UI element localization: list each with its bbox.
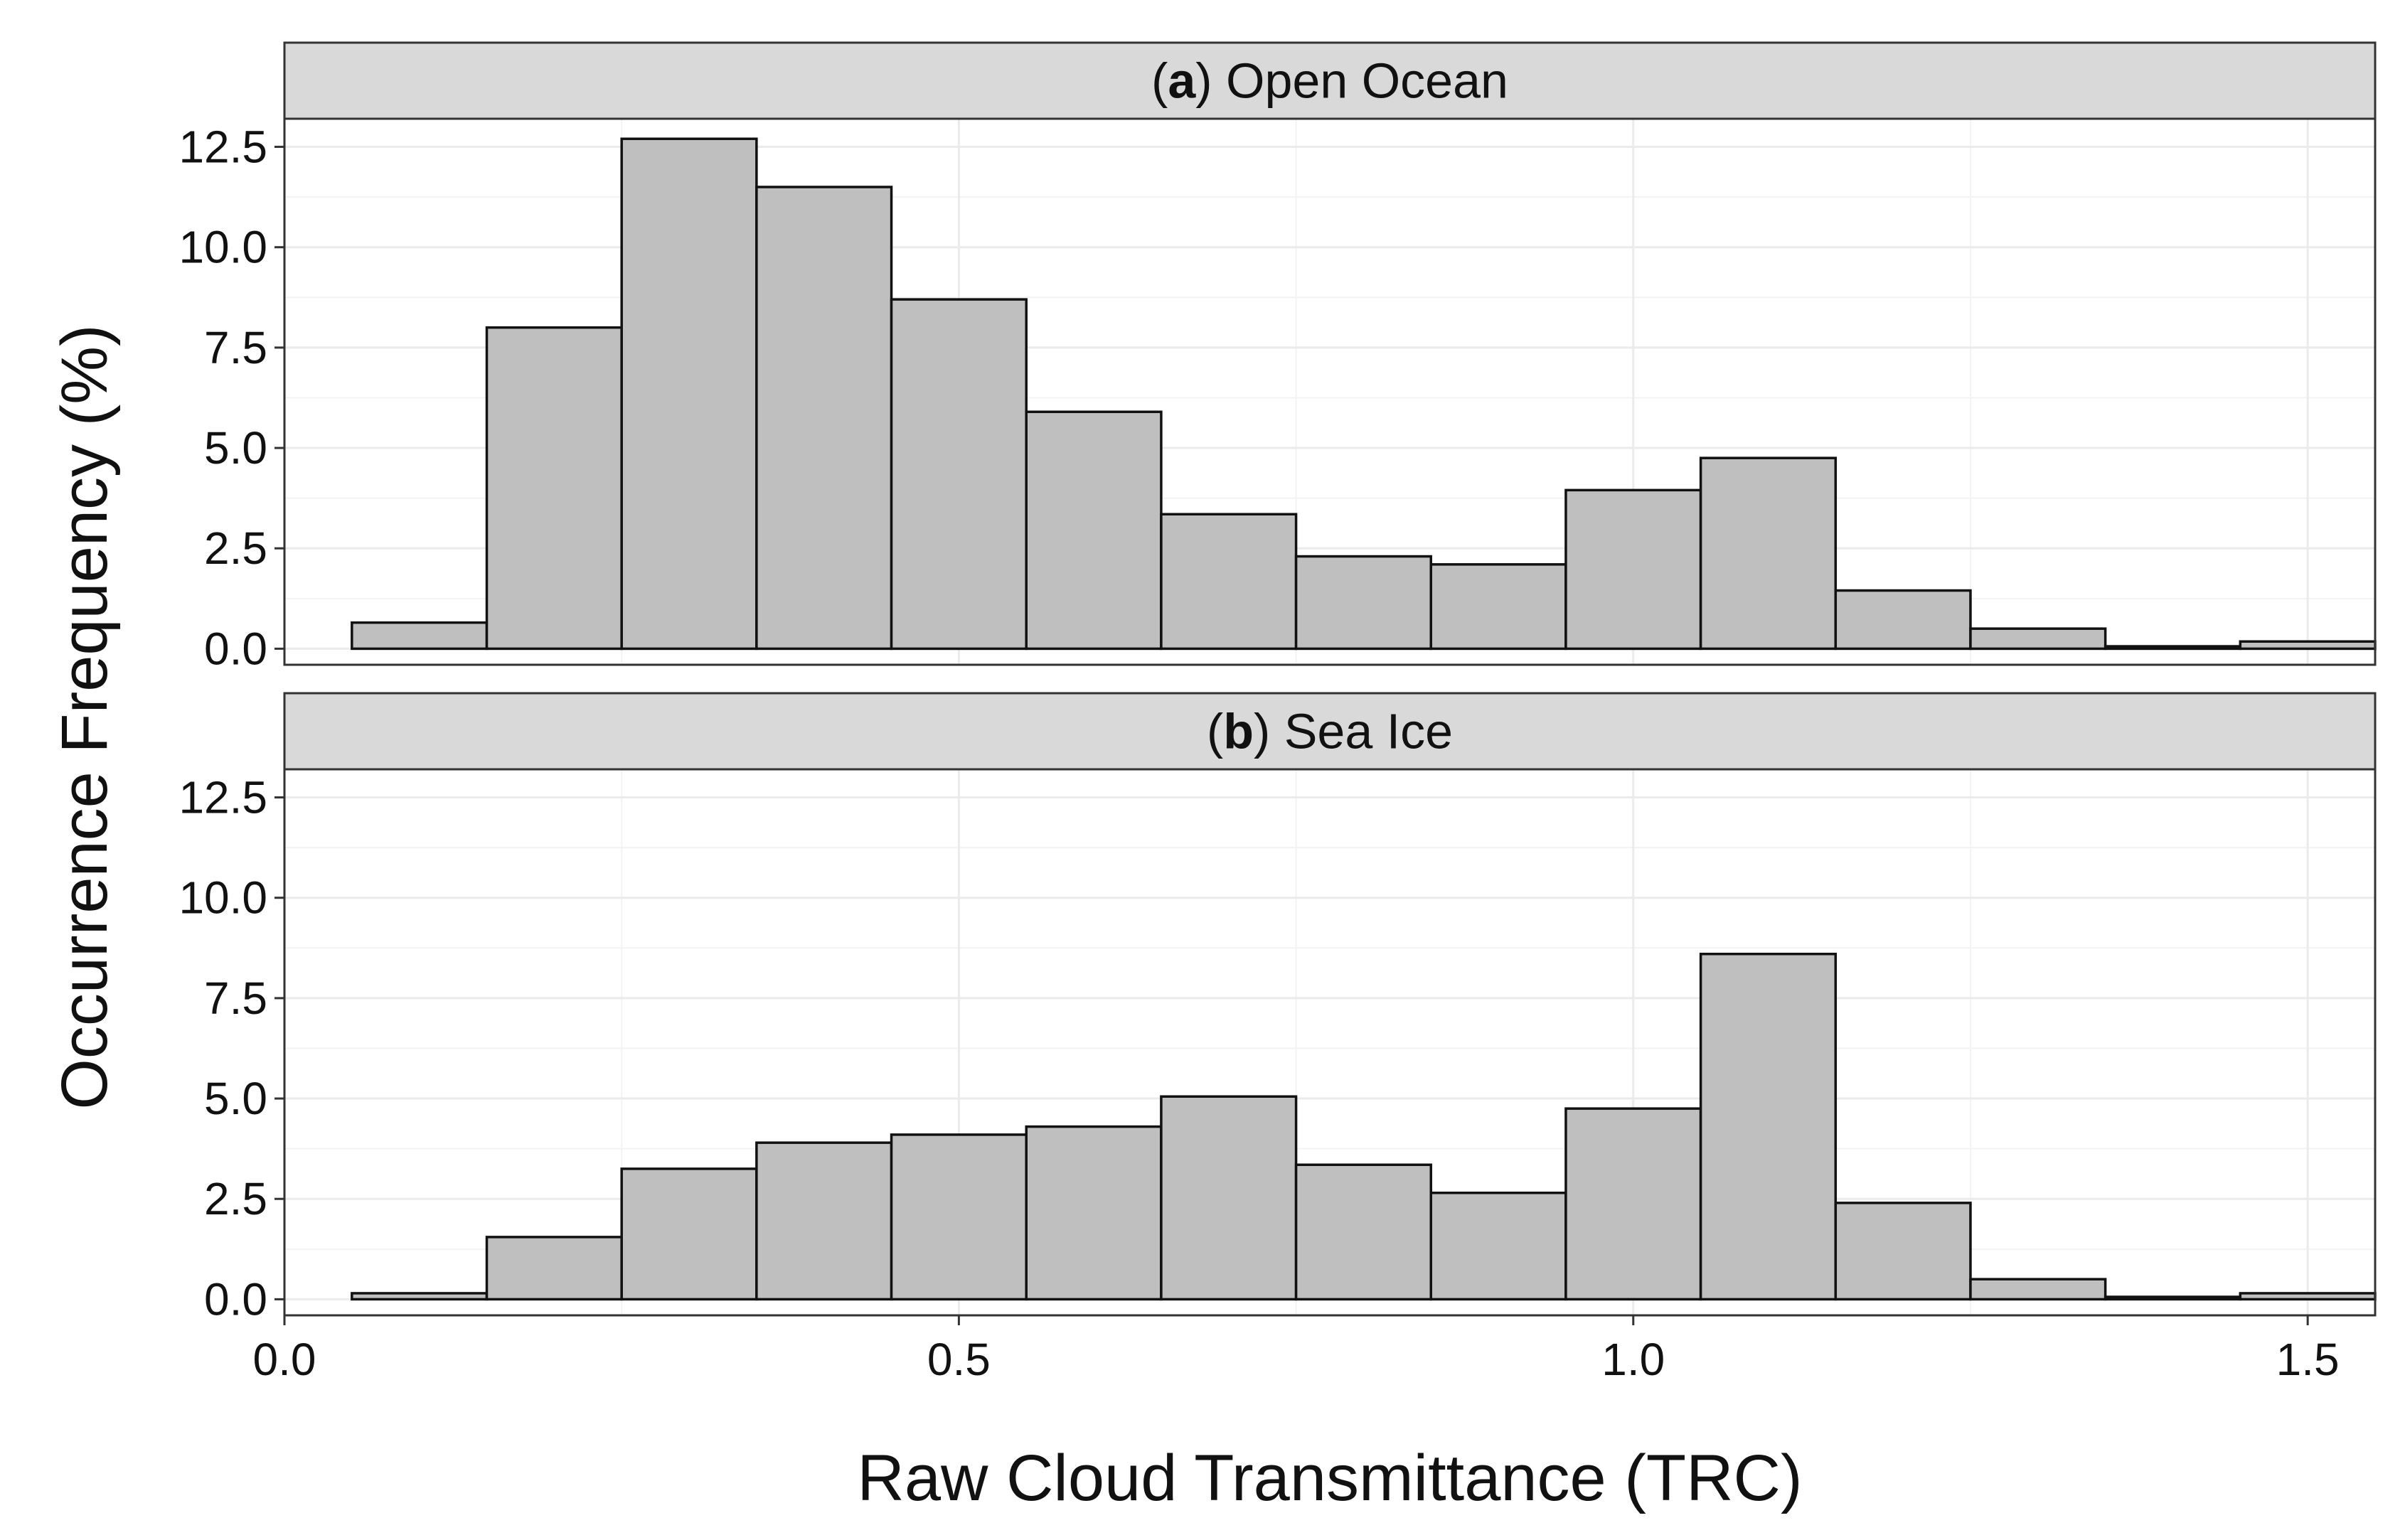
facet-paren-close: ) [1195,53,1212,109]
histogram-bar [1294,555,1433,651]
histogram-bar [1564,1107,1702,1301]
y-axis-title: Occurrence Frequency (%) [48,324,121,1109]
histogram-bar [890,1133,1028,1301]
y-tick-label: 10.0 [178,872,267,924]
histogram-bar [1429,1192,1567,1301]
histogram-bar [485,1236,623,1301]
histogram-bar [351,621,489,651]
histogram-bar [755,186,893,651]
histogram-bar [890,298,1028,651]
y-tick-label: 10.0 [178,222,267,273]
panel-a: (a) Open Ocean 0.0 2.5 5.0 7.5 10.0 12.5 [178,41,2377,674]
histogram-bar [1429,563,1567,651]
facet-letter: b [1223,704,1254,759]
histogram-bar [1564,488,1702,651]
panel-b: (b) Sea Ice 0.0 2.5 5.0 7.5 10.0 12.5 [178,692,2377,1325]
y-tick-label: 12.5 [178,122,267,173]
histogram-bar [1160,1095,1298,1301]
histogram-bar [755,1141,893,1301]
histogram-bar [1160,513,1298,651]
facet-paren-open: ( [1207,704,1223,759]
histogram-bar [1025,410,1163,651]
y-tick-label: 0.0 [204,1273,267,1325]
facet-title: (a) Open Ocean [1151,53,1508,109]
x-axis-title: Raw Cloud Transmittance (TRC) [857,1442,1802,1514]
histogram-bar [2239,640,2377,651]
y-tick-label: 7.5 [204,973,267,1024]
facet-letter: a [1168,53,1196,109]
histogram-bar [2103,1295,2242,1301]
histogram-bar [351,1292,489,1301]
histogram-bar [485,326,623,651]
histogram-bar [1834,589,1972,651]
y-tick-label: 0.0 [204,623,267,674]
histogram-bar [1699,953,1838,1301]
facet-name: Open Ocean [1212,53,1508,109]
y-tick-label: 7.5 [204,322,267,373]
facet-name: Sea Ice [1270,704,1453,759]
histogram-bar [2103,645,2242,651]
plot-border [283,117,2377,666]
y-tick-label: 2.5 [204,523,267,574]
y-tick-label: 5.0 [204,422,267,474]
x-tick-label: 0.0 [253,1334,316,1385]
plot-border [283,768,2377,1317]
histogram-bar [1699,456,1838,651]
facet-strip [283,692,2377,771]
x-tick-label: 1.5 [2276,1334,2340,1385]
histogram-bar [2239,1292,2377,1301]
histogram-bar [1025,1125,1163,1301]
histogram-bar [1834,1202,1972,1301]
y-tick-label: 12.5 [178,772,267,823]
x-tick-label: 1.0 [1601,1334,1665,1385]
histogram-bar [620,1167,758,1301]
histogram-bar [620,137,758,651]
facet-paren-open: ( [1151,53,1168,109]
histogram-bar [1969,627,2107,651]
facet-strip [283,41,2377,120]
y-tick-label: 2.5 [204,1173,267,1224]
facet-paren-close: ) [1254,704,1270,759]
x-tick-label: 0.5 [927,1334,991,1385]
histogram-bar [1294,1163,1433,1301]
y-tick-label: 5.0 [204,1073,267,1124]
facet-title: (b) Sea Ice [1207,704,1453,759]
histogram-bar [1969,1278,2107,1301]
